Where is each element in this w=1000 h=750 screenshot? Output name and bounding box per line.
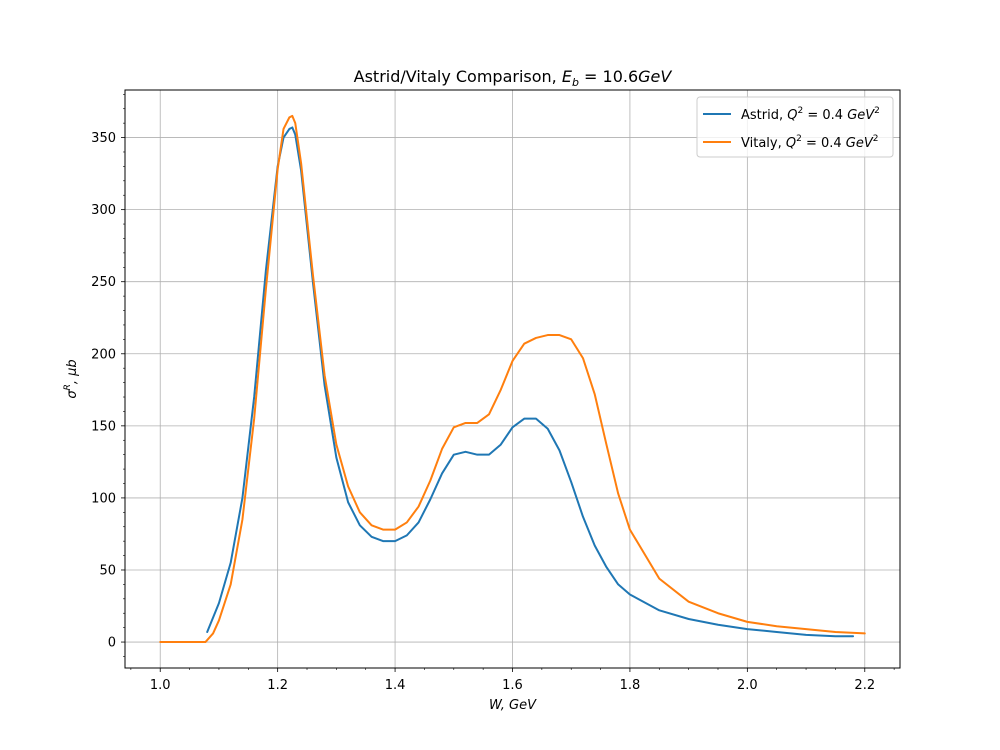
y-tick-label: 150	[91, 419, 116, 434]
x-tick-label: 1.6	[502, 678, 523, 693]
x-tick-label: 1.8	[620, 678, 641, 693]
legend-label-vitaly-mid: = 0.4	[802, 136, 846, 151]
legend-box	[696, 96, 894, 158]
legend-label-astrid-sup: 2	[797, 106, 803, 116]
legend-label-astrid-prefix: Astrid,	[741, 108, 787, 123]
legend-label-vitaly-sup: 2	[796, 134, 802, 144]
x-axis-label: W, GeV	[489, 698, 537, 713]
legend-label-vitaly-prefix: Vitaly,	[741, 136, 786, 151]
y-tick-label: 300	[91, 203, 116, 218]
title-text: Astrid/Vitaly Comparison,	[354, 67, 562, 86]
x-tick-label: 2.0	[737, 678, 758, 693]
y-tick-label: 200	[91, 347, 116, 362]
legend-label-astrid-unit-sup: 2	[874, 106, 880, 116]
legend: Astrid, Q2 = 0.4 GeV2 Vitaly, Q2 = 0.4 G…	[696, 96, 894, 158]
title-rest: = 10.6	[579, 67, 638, 86]
x-tick-label: 1.2	[267, 678, 288, 693]
axis-ticks: 1.0 1.2 1.4 1.6 1.8 2.0 2.2 0 50 100 150 200 250 300 3…	[91, 94, 895, 693]
series-line-astrid	[206, 126, 855, 638]
legend-label-astrid-mid: = 0.4	[803, 108, 847, 123]
y-axis-label-var: σ	[65, 390, 80, 399]
legend-label-vitaly-unit-sup: 2	[873, 134, 879, 144]
x-tick-label: 2.2	[854, 678, 875, 693]
chart-title: Astrid/Vitaly Comparison, Eb = 10.6GeV	[354, 67, 673, 89]
legend-label-astrid-var: Q	[787, 108, 797, 123]
y-axis-label-rest: , μb	[65, 359, 80, 384]
x-tick-label: 1.4	[385, 678, 406, 693]
y-tick-label: 50	[99, 563, 116, 578]
x-axis-label-var: W	[489, 698, 503, 713]
y-tick-label: 0	[108, 636, 116, 651]
series-line-vitaly	[159, 114, 866, 644]
legend-label-vitaly-var: Q	[786, 136, 796, 151]
x-tick-label: 1.0	[150, 678, 171, 693]
series-lines	[159, 114, 866, 644]
title-var: E	[562, 67, 573, 86]
legend-label-vitaly-unit: GeV	[846, 136, 874, 151]
x-axis-label-rest: , GeV	[501, 698, 537, 713]
y-tick-label: 250	[91, 275, 116, 290]
title-unit: GeV	[638, 67, 672, 86]
y-axis-label: σR, μb	[63, 359, 80, 398]
y-tick-label: 350	[91, 131, 116, 146]
y-tick-label: 100	[91, 491, 116, 506]
legend-label-astrid: Astrid, Q2 = 0.4 GeV2	[741, 106, 880, 123]
legend-label-astrid-unit: GeV	[847, 108, 875, 123]
grid	[125, 90, 900, 668]
title-sub: b	[572, 76, 579, 89]
legend-label-vitaly: Vitaly, Q2 = 0.4 GeV2	[741, 134, 879, 151]
y-axis-label-sup: R	[63, 384, 73, 390]
